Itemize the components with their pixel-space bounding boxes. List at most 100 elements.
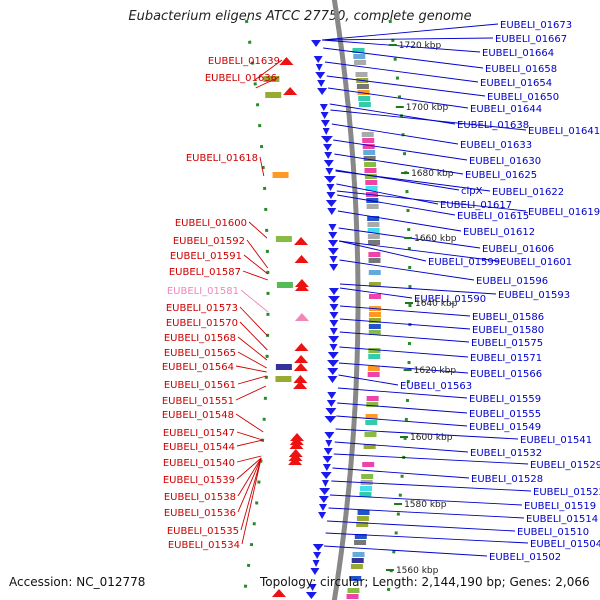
cog-band [275,364,292,370]
forward-gene-arrow [324,152,333,159]
cog-band [354,540,367,545]
right-leader-line [337,210,462,232]
forward-gene-arrow [320,112,329,119]
left-gene-label: EUBELI_01618 [186,153,258,164]
cog-band [275,236,292,242]
forward-gene-arrow [325,440,333,447]
right-leader-line [331,480,532,492]
forward-gene-arrow [327,360,340,367]
cog-band [368,348,381,353]
kbp-label: 1600 kbp [410,433,453,443]
cog-band [276,282,293,288]
right-gene-label: EUBELI_01630 [469,156,541,167]
forward-gene-arrow [328,240,339,247]
cog-band [364,432,377,437]
left-leader-line [236,455,262,463]
forward-gene-arrow [318,496,329,503]
forward-gene-arrow [322,464,331,471]
right-leader-line [339,283,497,295]
right-leader-line [338,240,427,262]
left-gene-label: EUBELI_01591 [170,251,242,262]
right-gene-label: EUBELI_01519 [524,501,596,512]
reverse-gene-arrow [294,237,309,245]
forward-gene-arrow [329,312,339,319]
cog-band [359,492,372,497]
right-gene-label: EUBELI_01664 [482,48,554,59]
right-gene-label: EUBELI_01529 [530,460,600,471]
right-gene-label: EUBELI_01617 [440,200,512,211]
left-gene-label: EUBELI_01600 [175,218,247,229]
cog-band [361,474,374,479]
right-gene-label: EUBELI_01549 [469,422,541,433]
forward-gene-arrow [311,40,322,47]
right-leader-line [339,240,499,262]
cog-band [368,252,381,257]
cog-band [362,462,375,467]
cog-band [367,222,380,227]
right-gene-label: EUBELI_01559 [469,394,541,405]
forward-gene-arrow [323,144,333,151]
kbp-label: 1720 kbp [399,41,442,51]
cog-band [351,558,364,563]
cog-band [352,552,365,557]
forward-gene-arrow [328,232,338,239]
cog-band [357,90,370,95]
right-leader-line [337,402,468,414]
reverse-gene-arrow [294,355,309,363]
left-gene-label: EUBELI_01568 [164,333,236,344]
left-gene-label: EUBELI_01587 [169,267,241,278]
reverse-gene-arrow [279,57,294,65]
forward-gene-arrow [329,264,339,271]
forward-gene-arrow [325,200,337,207]
right-leader-line [339,318,471,330]
left-leader-line [248,221,268,239]
left-gene-label: EUBELI_01544 [163,442,235,453]
right-leader-line [322,37,494,41]
forward-gene-arrow [329,320,339,327]
left-leader-line [240,289,269,313]
left-leader-line [237,457,262,497]
right-leader-line [324,61,479,83]
forward-gene-arrow [313,552,322,559]
right-leader-line [339,305,471,317]
kbp-label: 1620 kbp [414,366,457,376]
right-gene-label: EUBELI_01502 [489,552,561,563]
left-gene-label: EUBELI_01573 [166,303,238,314]
left-gene-label: EUBELI_01565 [164,348,236,359]
reverse-gene-arrow [283,87,298,95]
left-gene-label: EUBELI_01551 [162,396,234,407]
cog-band [362,144,375,149]
cog-band [362,138,375,143]
genome-backbone [331,0,361,600]
forward-gene-arrow [328,224,337,231]
right-leader-line [323,545,488,557]
cog-band [352,48,365,53]
forward-gene-arrow [328,288,339,295]
forward-gene-arrow [308,584,317,591]
left-leader-line [239,306,268,337]
outer-tick-ring [241,19,270,600]
left-leader-line [255,76,280,89]
reverse-gene-arrow [289,441,304,449]
cog-band [368,312,381,317]
left-leader-line [243,254,269,275]
cog-band [368,258,381,263]
right-leader-line [322,39,481,53]
cog-band [350,564,363,569]
cog-band [368,282,381,287]
left-gene-label: EUBELI_01639 [208,56,280,67]
left-leader-line [242,270,269,281]
forward-gene-arrow [329,256,338,263]
map-title: Eubacterium eligens ATCC 27750, complete… [128,9,472,24]
right-gene-label: EUBELI_01566 [470,369,542,380]
forward-gene-arrow [319,488,331,495]
left-gene-label: EUBELI_01581 [167,286,239,297]
forward-gene-arrow [320,136,333,143]
left-gene-label: EUBELI_01570 [166,318,238,329]
cog-band [364,162,377,167]
right-leader-line [328,507,525,519]
right-leader-line [333,139,468,161]
right-gene-label: EUBELI_01504 [530,539,600,550]
cog-band [363,156,376,161]
